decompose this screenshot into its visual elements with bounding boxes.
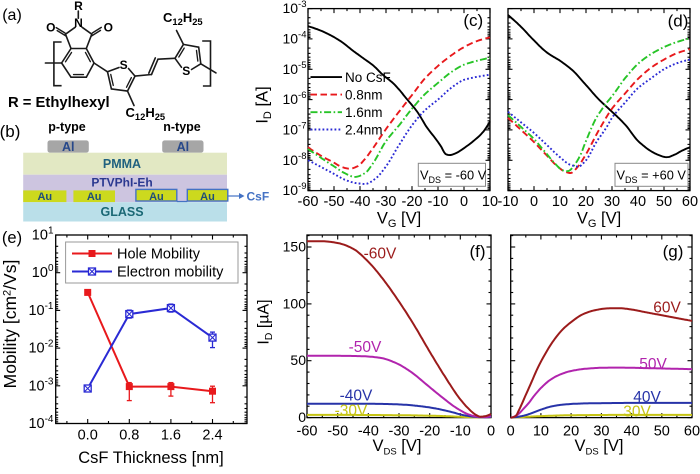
svg-text:0: 0 [298,409,306,425]
svg-text:0.8: 0.8 [119,428,139,444]
svg-text:(b): (b) [0,122,20,141]
svg-text:0.8nm: 0.8nm [345,88,383,103]
svg-text:20: 20 [578,194,594,210]
svg-text:(e): (e) [2,229,22,247]
svg-text:O: O [104,21,113,35]
svg-text:30: 30 [604,194,620,210]
svg-text:30V: 30V [623,404,651,421]
svg-text:0: 0 [460,194,468,210]
svg-text:1.6nm: 1.6nm [345,105,383,120]
svg-text:-50V: -50V [349,339,382,356]
svg-text:-60: -60 [297,424,318,440]
svg-text:(d): (d) [668,12,689,31]
svg-text:PMMA: PMMA [103,157,141,171]
svg-text:S: S [182,64,190,78]
svg-text:Au: Au [37,191,52,203]
svg-text:Au: Au [200,191,215,203]
svg-text:n-type: n-type [163,120,201,134]
svg-text:-10: -10 [428,194,449,210]
svg-text:CsF Thickness [nm]: CsF Thickness [nm] [78,449,223,467]
svg-text:O: O [46,21,55,35]
svg-text:(g): (g) [663,242,684,261]
svg-text:40: 40 [624,424,640,440]
svg-text:-10: -10 [450,424,471,440]
svg-text:(a): (a) [2,7,22,24]
svg-text:60: 60 [682,194,698,210]
svg-text:p-type: p-type [48,120,86,134]
svg-text:10: 10 [533,424,549,440]
svg-text:0: 0 [487,424,495,440]
svg-text:VDS [V]: VDS [V] [575,437,624,458]
svg-text:10: 10 [482,194,498,210]
svg-text:Au: Au [149,191,164,203]
svg-text:Al: Al [62,140,75,154]
svg-text:-40: -40 [358,424,379,440]
svg-text:2.4: 2.4 [202,428,222,444]
svg-text:10: 10 [552,194,568,210]
svg-text:50V: 50V [639,356,667,373]
svg-text:-50: -50 [327,424,348,440]
svg-text:150: 150 [283,239,307,255]
svg-text:40V: 40V [633,389,661,406]
svg-text:-60: -60 [298,194,319,210]
svg-text:-20: -20 [419,424,440,440]
svg-text:-30V: -30V [335,403,368,420]
svg-text:Hole Mobility: Hole Mobility [117,247,201,263]
svg-text:60V: 60V [653,300,681,317]
svg-text:GLASS: GLASS [100,205,143,219]
svg-text:-30: -30 [376,194,397,210]
svg-text:No CsF: No CsF [345,70,391,85]
svg-text:Au: Au [87,191,102,203]
svg-text:Electron mobility: Electron mobility [117,265,224,281]
svg-text:1.6: 1.6 [161,428,181,444]
svg-text:-50: -50 [324,194,345,210]
svg-text:60: 60 [684,424,700,440]
svg-text:R: R [74,0,83,13]
svg-text:0.0: 0.0 [78,428,98,444]
svg-text:-30: -30 [389,424,410,440]
svg-text:-40: -40 [350,194,371,210]
svg-text:S: S [120,58,128,72]
svg-text:(c): (c) [463,11,483,30]
svg-text:Al: Al [177,140,190,154]
svg-text:-20: -20 [402,194,423,210]
svg-text:100: 100 [283,295,307,311]
svg-text:(f): (f) [469,242,485,261]
svg-text:VDS [V]: VDS [V] [373,437,422,458]
svg-text:-40V: -40V [340,388,373,405]
svg-text:50: 50 [654,424,670,440]
svg-text:0: 0 [530,194,538,210]
svg-text:N: N [74,16,83,30]
svg-text:50: 50 [656,194,672,210]
svg-text:VG [V]: VG [V] [577,210,621,231]
svg-text:-10: -10 [498,194,519,210]
svg-text:2.4nm: 2.4nm [345,123,383,138]
svg-text:VG [V]: VG [V] [377,210,421,231]
svg-text:PTVPhI-Eh: PTVPhI-Eh [91,176,152,190]
svg-text:Mobility [cm2/Vs]: Mobility [cm2/Vs] [0,260,20,389]
svg-text:-60V: -60V [364,246,397,263]
svg-text:20: 20 [563,424,579,440]
svg-text:50: 50 [290,352,306,368]
svg-text:40: 40 [630,194,646,210]
svg-text:R = Ethylhexyl: R = Ethylhexyl [8,95,110,111]
svg-text:0: 0 [507,424,515,440]
svg-text:30: 30 [593,424,609,440]
svg-text:ID [µA]: ID [µA] [256,299,276,344]
svg-text:CsF: CsF [247,190,270,204]
